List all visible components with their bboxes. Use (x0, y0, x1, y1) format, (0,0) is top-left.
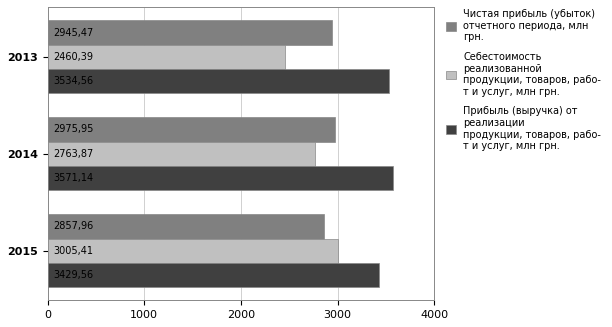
Text: 3534,56: 3534,56 (53, 76, 94, 86)
Bar (48, 69, 389, 93)
Bar (48, 142, 315, 166)
Text: 3429,56: 3429,56 (53, 270, 94, 280)
Text: 3571,14: 3571,14 (53, 173, 94, 183)
Bar (48, 166, 393, 190)
Bar (48, 21, 332, 45)
Text: 3005,41: 3005,41 (53, 246, 94, 256)
Bar (48, 117, 335, 142)
Text: 2975,95: 2975,95 (53, 125, 94, 134)
Text: 2763,87: 2763,87 (53, 149, 94, 159)
Legend: Чистая прибыль (убыток)
отчетного периода, млн
грн., Себестоимость
реализованной: Чистая прибыль (убыток) отчетного период… (443, 6, 604, 154)
Bar (48, 238, 338, 263)
Bar (48, 214, 324, 238)
Text: 2945,47: 2945,47 (53, 27, 94, 38)
Bar (48, 263, 379, 287)
Text: 2857,96: 2857,96 (53, 221, 94, 232)
Bar (48, 45, 285, 69)
Text: 2460,39: 2460,39 (53, 52, 94, 62)
